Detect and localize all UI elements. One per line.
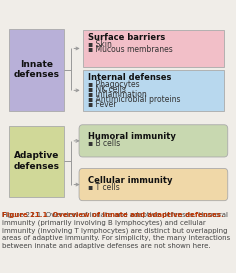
Text: ▪ Inflammation: ▪ Inflammation bbox=[88, 90, 147, 99]
Text: Cellular immunity: Cellular immunity bbox=[88, 176, 173, 185]
FancyBboxPatch shape bbox=[83, 70, 224, 111]
Text: Innate
defenses: Innate defenses bbox=[14, 60, 59, 79]
Text: ▪ Mucous membranes: ▪ Mucous membranes bbox=[88, 45, 173, 54]
Text: Internal defenses: Internal defenses bbox=[88, 73, 172, 82]
Text: ▪ Phagocytes: ▪ Phagocytes bbox=[88, 80, 140, 89]
Text: ▪ NK cells: ▪ NK cells bbox=[88, 85, 126, 94]
Text: Humoral immunity: Humoral immunity bbox=[88, 132, 176, 141]
Text: Adaptive
defenses: Adaptive defenses bbox=[14, 151, 59, 171]
FancyBboxPatch shape bbox=[79, 125, 228, 157]
Text: ▪ B cells: ▪ B cells bbox=[88, 139, 121, 148]
Text: ▪ Antimicrobial proteins: ▪ Antimicrobial proteins bbox=[88, 95, 181, 104]
FancyBboxPatch shape bbox=[79, 168, 228, 201]
FancyBboxPatch shape bbox=[9, 29, 64, 111]
Text: Figure 21.1  Overview of innate and adaptive defenses. Humoral immunity (primari: Figure 21.1 Overview of innate and adapt… bbox=[2, 212, 231, 249]
Text: ▪ T cells: ▪ T cells bbox=[88, 183, 120, 192]
FancyBboxPatch shape bbox=[83, 30, 224, 67]
Text: ▪ Fever: ▪ Fever bbox=[88, 100, 117, 109]
Text: ▪ Skin: ▪ Skin bbox=[88, 40, 112, 49]
Text: Figure 21.1  Overview of innate and adaptive defenses.: Figure 21.1 Overview of innate and adapt… bbox=[2, 212, 224, 218]
FancyBboxPatch shape bbox=[9, 126, 64, 197]
Text: Surface barriers: Surface barriers bbox=[88, 33, 166, 42]
